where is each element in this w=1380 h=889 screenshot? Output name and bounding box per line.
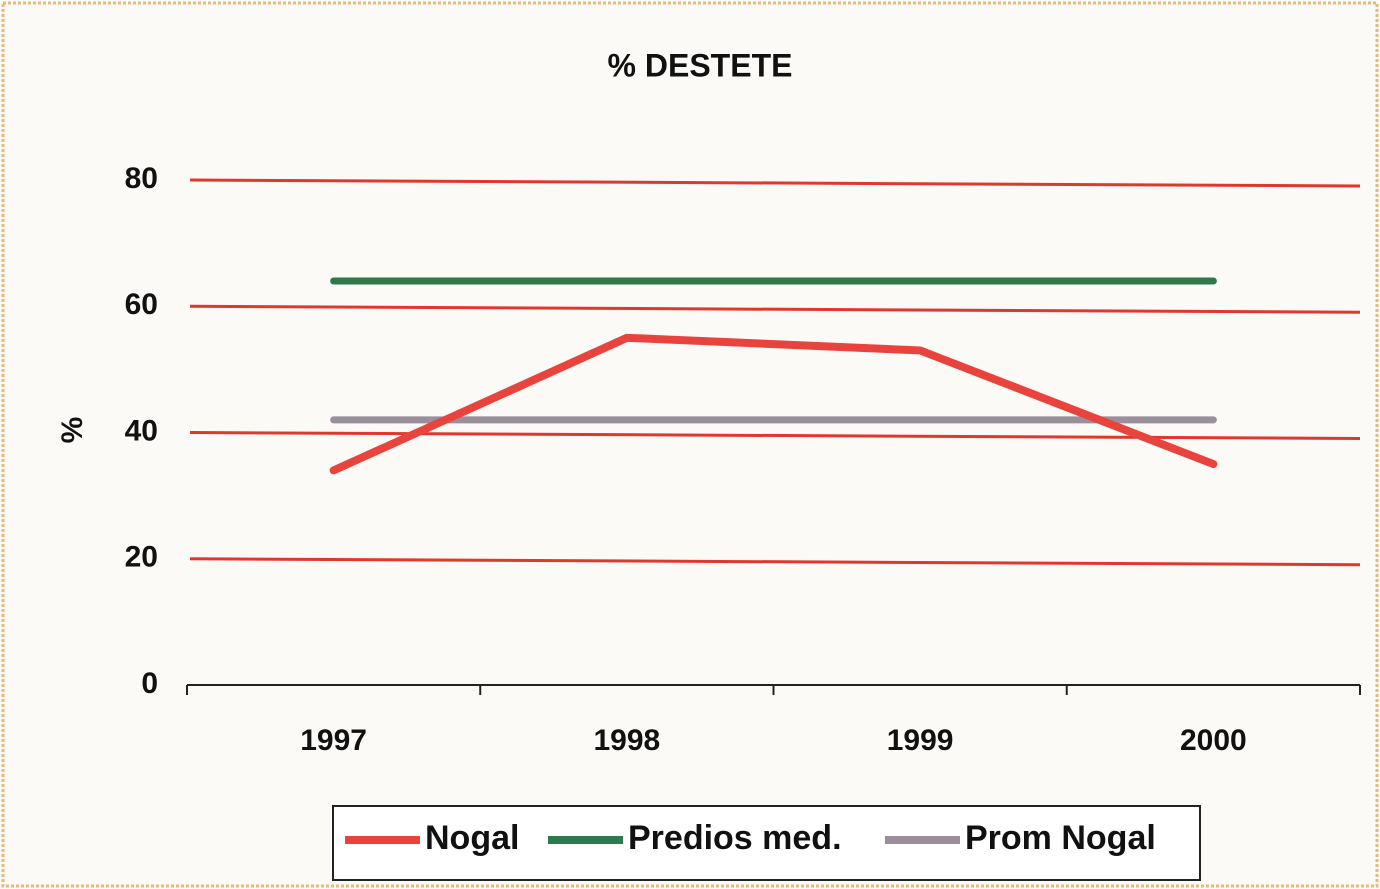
- grid-line: [189, 557, 1361, 567]
- legend-box: [332, 805, 1201, 881]
- legend-label: Prom Nogal: [965, 819, 1156, 857]
- y-tick-label: 80: [125, 162, 158, 195]
- x-tick-label: 1999: [887, 724, 954, 757]
- x-tick-label: 1998: [594, 724, 661, 757]
- series-line: [329, 333, 1218, 475]
- y-axis-label: %: [56, 417, 89, 444]
- grid-line: [189, 304, 1361, 314]
- legend-label: Nogal: [425, 819, 519, 857]
- y-tick-label: 0: [141, 667, 158, 700]
- y-tick-label: 60: [125, 288, 158, 321]
- y-tick-label: 20: [125, 541, 158, 574]
- grid-line: [189, 178, 1361, 188]
- x-tick-label: 1997: [300, 724, 367, 757]
- chart-title: % DESTETE: [608, 47, 793, 83]
- legend-label: Predios med.: [628, 819, 842, 857]
- grid-line: [189, 431, 1361, 440]
- x-tick-label: 2000: [1180, 724, 1247, 757]
- y-tick-label: 40: [125, 414, 158, 447]
